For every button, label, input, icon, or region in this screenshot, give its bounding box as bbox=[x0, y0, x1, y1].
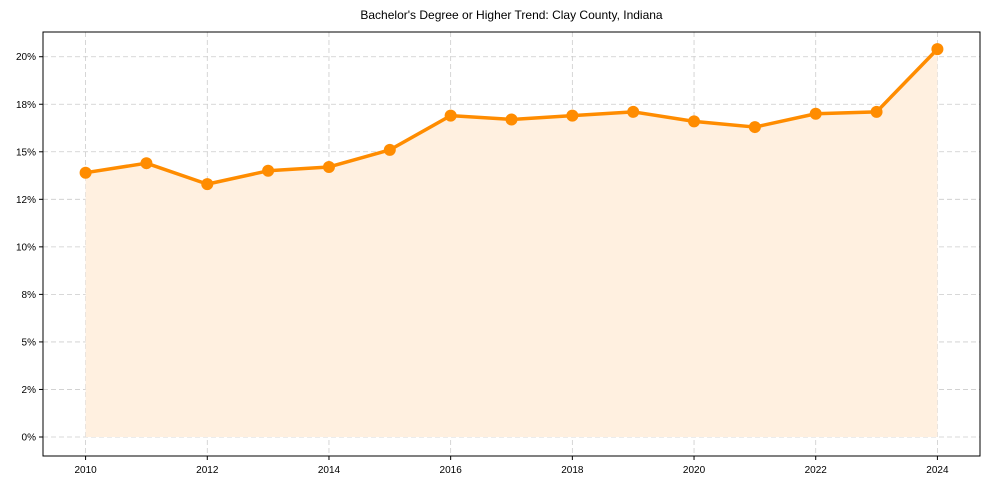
data-point bbox=[383, 143, 396, 156]
data-point bbox=[809, 107, 822, 120]
data-point bbox=[140, 157, 153, 170]
y-tick-label: 18% bbox=[16, 100, 36, 111]
y-tick-label: 15% bbox=[16, 147, 36, 158]
x-tick-label: 2020 bbox=[683, 465, 706, 476]
y-tick-label: 5% bbox=[22, 337, 37, 348]
plot-frame bbox=[42, 31, 981, 457]
x-tick-label: 2022 bbox=[805, 465, 828, 476]
x-tick-label: 2016 bbox=[440, 465, 463, 476]
data-point bbox=[262, 164, 275, 177]
data-point bbox=[201, 178, 214, 191]
data-point bbox=[748, 121, 761, 134]
data-point bbox=[444, 109, 457, 122]
data-point bbox=[79, 166, 92, 179]
data-point bbox=[566, 109, 579, 122]
area-fill bbox=[85, 49, 938, 437]
data-point bbox=[627, 105, 640, 118]
y-tick-label: 8% bbox=[22, 290, 37, 301]
data-point bbox=[931, 43, 944, 56]
chart-title: Bachelor's Degree or Higher Trend: Clay … bbox=[360, 8, 663, 22]
x-axis: 2010 2012 2014 2016 2018 2020 2022 2024 bbox=[74, 456, 949, 476]
x-tick-label: 2012 bbox=[196, 465, 219, 476]
data-point bbox=[870, 105, 883, 118]
data-markers bbox=[79, 43, 944, 191]
y-tick-label: 10% bbox=[16, 242, 36, 253]
x-tick-label: 2024 bbox=[926, 465, 949, 476]
y-tick-label: 0% bbox=[22, 432, 37, 443]
x-tick-label: 2010 bbox=[74, 465, 97, 476]
y-axis: 0% 2% 5% 8% 10% 12% 15% 18% 20% bbox=[16, 52, 43, 443]
x-tick-label: 2018 bbox=[561, 465, 584, 476]
data-point bbox=[322, 160, 335, 173]
y-tick-label: 20% bbox=[16, 52, 36, 63]
data-point bbox=[688, 115, 701, 128]
x-tick-label: 2014 bbox=[318, 465, 341, 476]
y-tick-label: 12% bbox=[16, 195, 36, 206]
data-point bbox=[505, 113, 518, 126]
y-tick-label: 2% bbox=[22, 385, 37, 396]
